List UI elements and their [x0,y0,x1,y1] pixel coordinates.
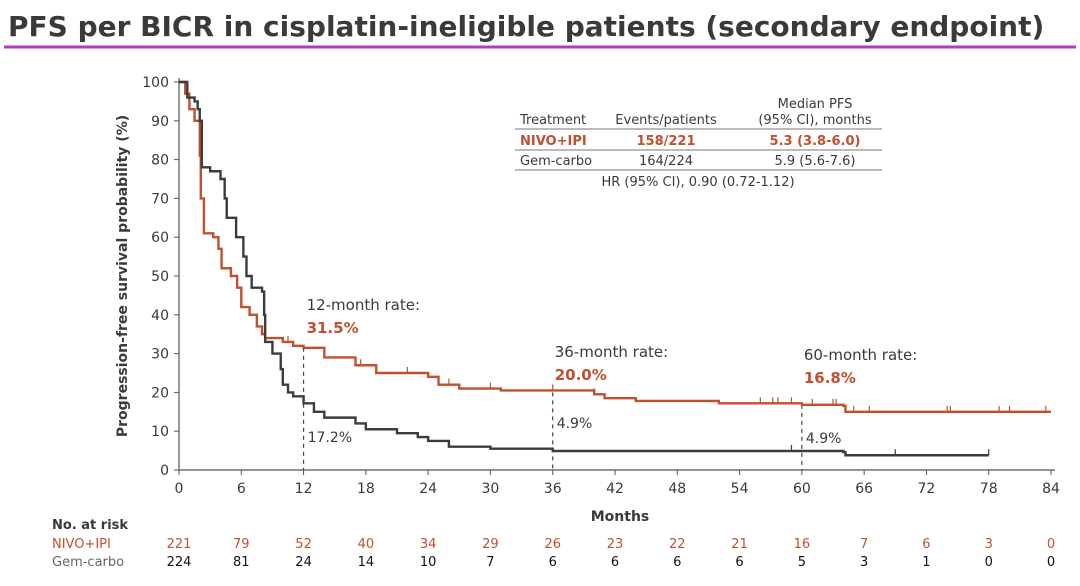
y-tick-label: 0 [160,463,169,479]
y-tick-label: 60 [151,230,169,246]
y-axis-label: Progression-free survival probability (%… [115,115,131,437]
axes: 0 10 20 30 40 50 60 70 80 90 100 0 6 12 18 24 30 36 42 48 54… [115,75,1060,525]
at-risk-value: 6 [549,555,557,570]
y-tick-label: 50 [151,269,169,285]
page-title: PFS per BICR in cisplatin-ineligible pat… [8,10,1044,43]
y-tick-label: 10 [151,424,169,440]
rate-label: 36-month rate: [555,343,668,361]
at-risk-value: 6 [735,555,743,570]
x-tick-label: 36 [544,481,562,497]
x-tick-label: 0 [175,481,184,497]
nivo-ipi-rate: 16.8% [804,369,856,387]
at-risk-value: 14 [358,555,375,570]
x-tick-label: 12 [295,481,313,497]
x-tick-label: 72 [918,481,936,497]
x-tick-label: 24 [419,481,437,497]
at-risk-value: 26 [544,537,561,552]
at-risk-value: 1 [922,555,930,570]
at-risk-value: 81 [233,555,250,570]
y-tick-label: 30 [151,347,169,363]
legend-header-median: Median PFS [778,97,853,112]
at-risk-value: 0 [1047,537,1055,552]
at-risk-value: 29 [482,537,499,552]
x-tick-label: 60 [793,481,811,497]
y-tick-label: 20 [151,385,169,401]
x-tick-label: 6 [237,481,246,497]
at-risk-value: 22 [669,537,686,552]
at-risk-row-label: NIVO+IPI [52,537,111,552]
at-risk-header: No. at risk [52,518,128,533]
legend-header-events: Events/patients [615,113,717,128]
at-risk-value: 7 [860,537,868,552]
plot-marks: 12-month rate: 31.5% 17.2% 36-month rate: 20… [179,80,1051,470]
nivo-ipi-curve [179,80,1051,413]
gem-carbo-rate: 4.9% [557,416,593,432]
at-risk-value: 79 [233,537,250,552]
x-tick-label: 84 [1042,481,1060,497]
legend-treatment: NIVO+IPI [520,134,587,149]
at-risk-value: 34 [420,537,437,552]
at-risk-value: 6 [673,555,681,570]
y-tick-label: 40 [151,308,169,324]
legend-table: Median PFS Treatment Events/patients (95% C… [515,97,882,190]
gem-carbo-curve [179,80,989,457]
at-risk-value: 0 [985,555,993,570]
at-risk-value: 6 [922,537,930,552]
legend-treatment: Gem-carbo [520,154,592,169]
at-risk-value: 23 [607,537,624,552]
x-axis-label: Months [591,509,650,525]
at-risk-value: 6 [611,555,619,570]
y-tick-label: 100 [142,75,169,91]
x-tick-label: 18 [357,481,375,497]
x-tick-label: 66 [855,481,873,497]
legend-median: 5.3 (3.8-6.0) [770,134,861,149]
nivo-ipi-rate: 31.5% [307,319,359,337]
x-tick-label: 54 [731,481,749,497]
x-tick-label: 78 [980,481,998,497]
nivo-ipi-rate: 20.0% [555,366,607,384]
gem-carbo-rate: 4.9% [806,431,842,447]
legend-header-ci: (95% CI), months [758,113,872,128]
at-risk-value: 16 [794,537,811,552]
y-tick-label: 70 [151,191,169,207]
at-risk-value: 3 [860,555,868,570]
legend-median: 5.9 (5.6-7.6) [775,154,856,169]
at-risk-value: 24 [295,555,312,570]
at-risk-value: 7 [486,555,494,570]
at-risk-value: 21 [731,537,748,552]
x-tick-label: 48 [668,481,686,497]
gem-carbo-rate: 17.2% [308,430,352,446]
rate-label: 60-month rate: [804,346,917,364]
at-risk-value: 52 [295,537,312,552]
at-risk-value: 3 [985,537,993,552]
at-risk-value: 0 [1047,555,1055,570]
hazard-ratio: HR (95% CI), 0.90 (0.72-1.12) [601,175,794,190]
x-tick-label: 30 [482,481,500,497]
at-risk-value: 40 [358,537,375,552]
legend-events: 158/221 [636,134,695,149]
y-tick-label: 90 [151,114,169,130]
at-risk-value: 221 [167,537,192,552]
at-risk-value: 5 [798,555,806,570]
at-risk-row-label: Gem-carbo [52,555,124,570]
at-risk-value: 10 [420,555,437,570]
legend-header-treatment: Treatment [519,113,586,128]
at-risk-value: 224 [167,555,192,570]
y-tick-label: 80 [151,153,169,169]
x-tick-label: 42 [606,481,624,497]
rate-label: 12-month rate: [307,296,420,314]
legend-events: 164/224 [639,154,693,169]
